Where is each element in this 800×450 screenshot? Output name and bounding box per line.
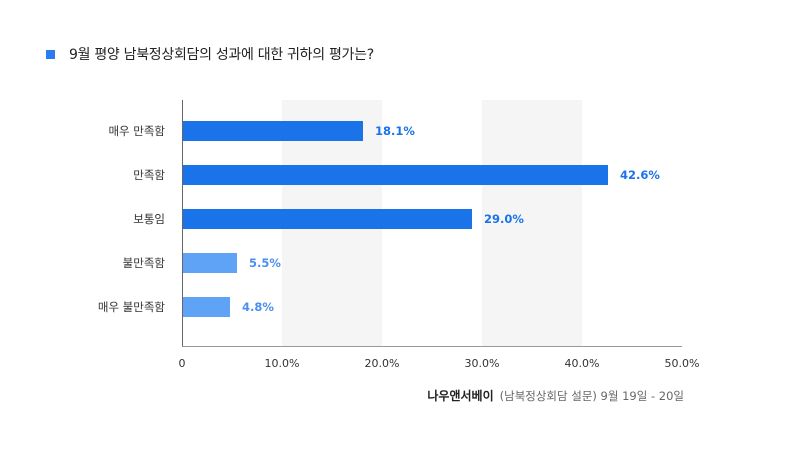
bar — [183, 121, 363, 141]
category-label: 만족함 — [133, 168, 165, 182]
title-marker-icon — [46, 49, 55, 59]
category-label: 보통임 — [133, 212, 165, 226]
x-tick-label: 20.0% — [365, 357, 400, 370]
x-tick-label: 30.0% — [465, 357, 500, 370]
value-label: 4.8% — [242, 300, 274, 314]
x-tick-label: 10.0% — [265, 357, 300, 370]
source-brand: 나우앤서베이 — [427, 389, 494, 403]
chart-title: 9월 평양 남북정상회담의 성과에 대한 귀하의 평가는? — [69, 47, 374, 63]
bar — [183, 253, 237, 273]
source-note: (남북정상회담 설문) 9월 19일 - 20일 — [499, 389, 684, 403]
x-tick-label: 0 — [179, 357, 186, 370]
value-label: 18.1% — [375, 124, 415, 138]
background-band — [482, 100, 582, 346]
value-label: 42.6% — [620, 168, 660, 182]
x-tick-label: 40.0% — [565, 357, 600, 370]
value-label: 29.0% — [484, 212, 524, 226]
bar — [183, 165, 608, 185]
x-tick-label: 50.0% — [665, 357, 700, 370]
category-label: 매우 불만족함 — [98, 300, 166, 314]
category-label: 매우 만족함 — [108, 124, 165, 138]
source-caption: 나우앤서베이 (남북정상회담 설문) 9월 19일 - 20일 — [427, 387, 684, 404]
bar — [183, 297, 230, 317]
category-label: 불만족함 — [123, 256, 166, 270]
value-label: 5.5% — [249, 256, 281, 270]
bar — [183, 209, 472, 229]
chart-title-row: 9월 평양 남북정상회담의 성과에 대한 귀하의 평가는? — [46, 44, 374, 64]
